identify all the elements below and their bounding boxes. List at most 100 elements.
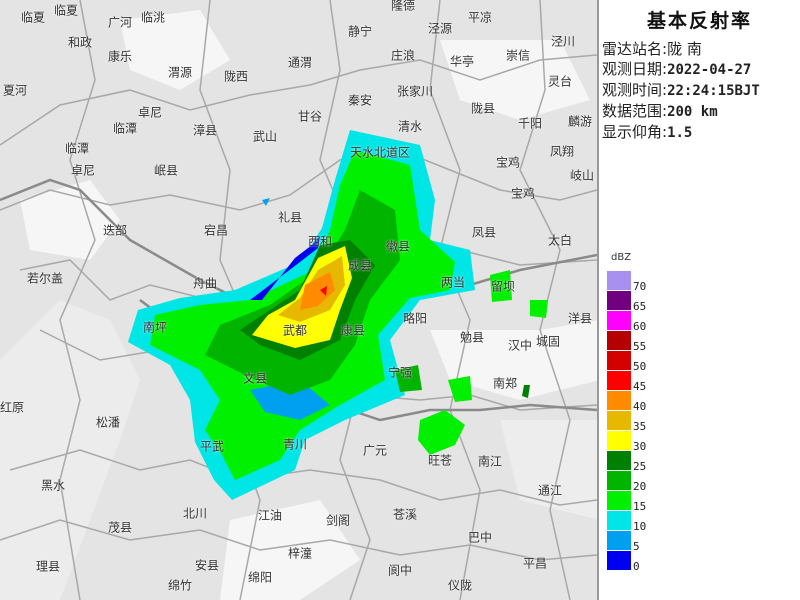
dbz-legend: dBZ 70 65 60 55 50 45 40 35 30 25 20 15 10 5 0 (607, 252, 646, 573)
place-label: 崇信 (505, 48, 531, 63)
time-value: 22:24:15BJT (667, 83, 760, 99)
place-label: 麟游 (567, 114, 593, 129)
legend-item: 70 (607, 271, 646, 293)
place-label: 武都 (282, 323, 308, 338)
place-label: 庄浪 (390, 48, 416, 63)
place-label: 岐山 (569, 168, 595, 183)
legend-swatch (607, 471, 631, 490)
place-label: 文县 (242, 371, 268, 386)
legend-swatch (607, 491, 631, 510)
elevation-label: 显示仰角: (602, 123, 668, 141)
legend-item: 20 (607, 471, 646, 493)
legend-value: 55 (633, 340, 647, 353)
place-label: 宁强 (387, 365, 413, 380)
place-label: 舟曲 (192, 276, 218, 291)
legend-value: 50 (633, 360, 647, 373)
legend-value: 35 (633, 420, 647, 433)
legend-swatch (607, 311, 631, 330)
date-label: 观测日期: (602, 60, 668, 78)
place-label: 成县 (347, 258, 373, 273)
place-label: 茂县 (107, 520, 133, 535)
legend-item: 5 (607, 531, 640, 553)
place-label: 临夏 (20, 10, 46, 25)
legend-swatch (607, 511, 631, 530)
place-label: 张家川 (396, 84, 434, 99)
place-label: 通渭 (287, 55, 313, 70)
place-label: 宝鸡 (510, 186, 536, 201)
range-value: 200 km (667, 104, 718, 120)
place-label: 青川 (282, 437, 308, 452)
place-label: 陇县 (470, 101, 496, 116)
place-label: 临潭 (64, 141, 90, 156)
place-label: 泾川 (550, 34, 576, 49)
place-label: 广元 (362, 443, 388, 458)
place-label: 隆德 (390, 0, 416, 13)
legend-swatch (607, 371, 631, 390)
elevation-value: 1.5 (667, 125, 693, 141)
legend-item: 40 (607, 391, 646, 413)
info-panel: 基本反射率 雷达站名:陇 南 观测日期:2022-04-27 观测时间:22:2… (597, 0, 800, 600)
legend-item: 55 (607, 331, 646, 353)
place-label: 安县 (194, 558, 220, 573)
legend-swatch (607, 451, 631, 470)
legend-value: 20 (633, 480, 647, 493)
legend-value: 25 (633, 460, 647, 473)
place-label: 西和 (307, 234, 333, 249)
place-label: 卓尼 (137, 105, 163, 120)
legend-swatch (607, 551, 631, 570)
place-label: 宕昌 (203, 223, 229, 238)
place-label: 红原 (0, 400, 25, 415)
place-label: 南坪 (142, 320, 168, 335)
legend-unit: dBZ (611, 252, 632, 263)
legend-item: 35 (607, 411, 646, 433)
time-label: 观测时间: (602, 81, 668, 99)
place-label: 临潭 (112, 121, 138, 136)
place-label: 平武 (199, 439, 225, 454)
place-label: 留坝 (490, 279, 516, 294)
place-label: 南江 (477, 454, 503, 469)
place-label: 临洮 (140, 10, 166, 25)
date-row: 观测日期:2022-04-27 (599, 59, 800, 80)
place-label: 黑水 (40, 478, 66, 493)
place-label: 陇西 (223, 69, 249, 84)
legend-value: 5 (633, 540, 640, 553)
place-label: 城固 (535, 334, 561, 349)
place-label: 凤翔 (549, 144, 575, 159)
place-label: 太白 (547, 233, 573, 248)
place-label: 勉县 (459, 330, 485, 345)
place-label: 松潘 (95, 415, 121, 430)
place-label: 康县 (340, 323, 366, 338)
place-label: 旺苍 (427, 453, 453, 468)
place-label: 阆中 (387, 563, 413, 578)
time-row: 观测时间:22:24:15BJT (599, 80, 800, 101)
place-label: 理县 (35, 559, 61, 574)
range-row: 数据范围:200 km (599, 101, 800, 122)
legend-item: 25 (607, 451, 646, 473)
place-label: 康乐 (107, 49, 133, 64)
legend-value: 0 (633, 560, 640, 573)
legend-value: 40 (633, 400, 647, 413)
place-label: 南郑 (492, 376, 518, 391)
place-label: 若尔盖 (26, 271, 64, 286)
place-label: 漳县 (192, 123, 218, 138)
map-layer (0, 0, 597, 600)
place-label: 泾源 (427, 21, 453, 36)
place-label: 北川 (182, 506, 208, 521)
legend-swatch (607, 411, 631, 430)
legend-item: 10 (607, 511, 646, 533)
place-label: 徽县 (385, 239, 411, 254)
place-label: 通江 (537, 483, 563, 498)
place-label: 渭源 (167, 65, 193, 80)
legend-value: 70 (633, 280, 647, 293)
legend-value: 30 (633, 440, 647, 453)
legend-item: 0 (607, 551, 640, 573)
place-label: 夏河 (2, 83, 28, 98)
place-label: 广河 (107, 15, 133, 30)
place-label: 凤县 (471, 225, 497, 240)
station-value: 陇 南 (667, 40, 702, 58)
legend-swatch (607, 431, 631, 450)
elevation-row: 显示仰角:1.5 (599, 122, 800, 143)
place-label: 华亭 (449, 54, 475, 69)
legend-value: 10 (633, 520, 647, 533)
station-label: 雷达站名: (602, 40, 668, 58)
